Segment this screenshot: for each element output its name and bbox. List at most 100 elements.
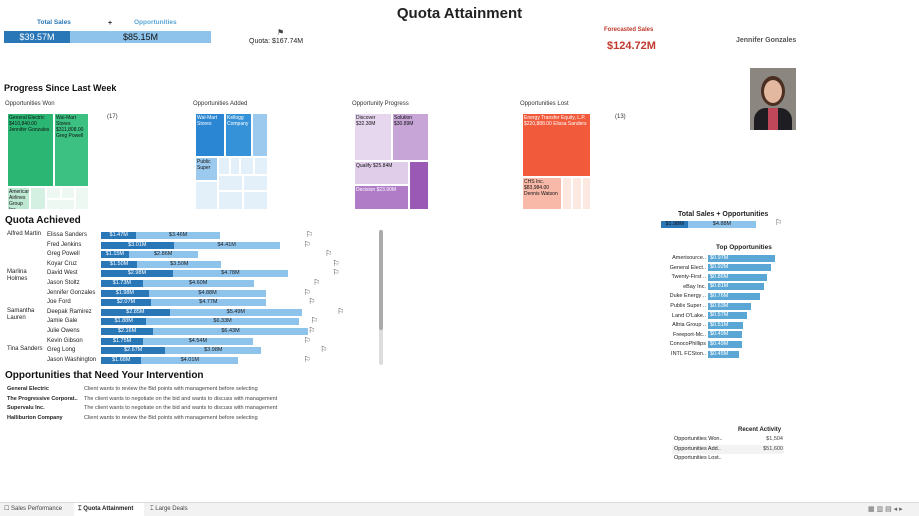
rep-name: Kevin Gibson <box>47 337 83 344</box>
treemap-cell[interactable] <box>218 157 230 175</box>
opportunities-bar[interactable]: $4.54M <box>143 337 253 345</box>
opportunities-bar[interactable]: $4.60M <box>142 280 254 287</box>
opportunities-bar[interactable]: $4.78M <box>172 270 288 278</box>
treemap-cell[interactable] <box>562 177 572 210</box>
sales-bar[interactable]: $2.07M <box>101 299 151 307</box>
opportunity-bar[interactable]: $0.63M <box>708 302 752 310</box>
treemap-cell[interactable]: General Electric $410,840.00 Jennifer Go… <box>7 113 54 187</box>
treemap-cell[interactable] <box>46 187 61 199</box>
total-sales-label: Total Sales <box>37 19 71 26</box>
sales-bar[interactable]: $2.98M <box>101 270 173 278</box>
sales-bar[interactable]: $1.68M <box>101 356 142 364</box>
opportunities-bar[interactable]: $6.43M <box>153 328 308 335</box>
rep-name: Elissa Sanders <box>47 232 88 238</box>
list-item[interactable]: Supervalu Inc. The client wants to negoti… <box>7 404 327 414</box>
treemap-lost[interactable]: Energy Transfer Equity, L.P. $220,888.00… <box>522 113 591 210</box>
treemap-cell[interactable]: Energy Transfer Equity, L.P. $220,888.00… <box>522 113 591 177</box>
opportunity-bar[interactable]: $0.51M <box>708 321 744 329</box>
opportunity-bar[interactable]: $0.45M <box>708 350 740 358</box>
sales-bar[interactable]: $1.73M <box>101 280 143 287</box>
list-item[interactable]: General Electric Client wants to review t… <box>7 385 327 395</box>
opportunities-bar[interactable]: $85.15M <box>70 31 211 43</box>
treemap-cell[interactable] <box>243 175 268 191</box>
sales-bar[interactable]: $2.16M <box>101 328 154 335</box>
treemap-cell[interactable] <box>61 187 75 199</box>
summary-bar[interactable]: $1.98M $4.88M ⚐ <box>661 219 782 229</box>
treemap-cell[interactable] <box>252 113 268 157</box>
treemap-cell[interactable]: American Airlines Group Inc. <box>7 187 30 210</box>
opportunity-bar[interactable]: $0.92M <box>708 264 772 272</box>
table-row: Alfred Martin Elissa Sanders $1.47M $3.46M ⚐ <box>0 231 378 240</box>
total-sales-bar[interactable]: $39.57M <box>4 31 70 43</box>
list-item[interactable]: Halliburton Company Client wants to revie… <box>7 414 327 424</box>
opportunity-bar[interactable]: $0.86M <box>708 273 768 281</box>
activity-label: Opportunities Add.. <box>674 445 721 452</box>
sales-bar[interactable]: $1.98M <box>101 289 149 297</box>
treemap-cell[interactable] <box>240 157 254 175</box>
opportunity-bar[interactable]: $0.76M <box>708 292 761 300</box>
opportunities-bar[interactable]: $6.33M <box>146 318 299 326</box>
opportunities-bar[interactable]: $4.01M <box>141 356 239 364</box>
treemap-cell[interactable]: Wal-Mart Stores <box>195 113 225 157</box>
treemap-cell[interactable] <box>582 177 591 210</box>
treemap-added[interactable]: Wal-Mart Stores Kellogg Company Public Sup… <box>195 113 268 210</box>
opportunity-bar[interactable]: $0.97M <box>708 254 775 262</box>
opportunities-bar[interactable]: $3.98M <box>165 347 262 355</box>
opportunities-bar[interactable]: $4.77M <box>150 299 266 307</box>
won-label: Opportunities Won <box>5 101 55 107</box>
table-row[interactable]: Opportunities Lost.. <box>672 454 784 464</box>
sales-bar[interactable]: $1.50M <box>101 260 138 268</box>
opportunities-bar[interactable]: $2.86M <box>128 251 198 259</box>
opportunities-bar[interactable]: $4.88M <box>688 221 756 228</box>
opportunities-bar[interactable]: $4.88M <box>148 289 267 297</box>
treemap-cell[interactable] <box>218 191 243 210</box>
sales-bar[interactable]: $2.85M <box>101 308 170 316</box>
treemap-cell[interactable] <box>243 191 268 210</box>
opportunities-bar[interactable]: $4.41M <box>173 241 280 249</box>
opportunities-bar[interactable]: $3.50M <box>137 260 222 268</box>
sales-bar[interactable]: $1.15M <box>101 251 129 259</box>
rep-name: Jamie Gale <box>47 318 78 325</box>
treemap-won[interactable]: General Electric $410,840.00 Jennifer Go… <box>7 113 89 210</box>
sales-bar[interactable]: $2.67M <box>101 347 166 355</box>
treemap-cell[interactable] <box>572 177 582 210</box>
treemap-cell[interactable] <box>218 175 243 191</box>
opportunity-bar[interactable]: $0.49M <box>708 331 742 339</box>
treemap-cell[interactable]: Decision $23.90M <box>354 185 409 210</box>
treemap-cell[interactable] <box>195 181 218 210</box>
sales-bar[interactable]: $1.98M <box>661 221 689 228</box>
treemap-cell[interactable] <box>75 187 89 210</box>
treemap-cell[interactable]: Solution $30.89M <box>392 113 429 161</box>
quota-scrollbar[interactable] <box>379 230 383 365</box>
intervention-note: Client wants to review the Bid points wi… <box>84 386 258 392</box>
tab-quota-attainment[interactable]: ⌶ Quota Attainment <box>74 503 144 516</box>
opportunities-bar[interactable]: $5.49M <box>169 308 302 316</box>
treemap-cell[interactable]: Wal-Mart Stores $311,808.00 Greg Powell <box>54 113 89 187</box>
opportunity-value: $0.49M <box>710 331 729 338</box>
opportunities-bar[interactable]: $3.46M <box>136 232 220 239</box>
table-row[interactable]: Opportunities Won.. $1,504 <box>672 435 784 445</box>
treemap-cell[interactable] <box>230 157 240 175</box>
list-item[interactable]: The Progressive Corporat.. The client wan… <box>7 395 327 405</box>
tab-large-deals[interactable]: ⌶ Large Deals <box>150 506 188 512</box>
opportunity-bar[interactable]: $0.57M <box>708 312 748 320</box>
sales-bar[interactable]: $1.88M <box>101 318 147 326</box>
table-row[interactable]: Opportunities Add.. $51,600 <box>672 444 784 455</box>
opportunity-bar[interactable]: $0.81M <box>708 283 764 291</box>
treemap-cell[interactable] <box>409 161 429 210</box>
treemap-cell[interactable]: Public Super <box>195 157 218 181</box>
opportunity-bar[interactable]: $0.49M <box>708 340 742 348</box>
treemap-progress[interactable]: Discover $32.30M Solution $30.89M Qualify … <box>354 113 429 210</box>
treemap-cell[interactable]: Qualify $25.84M <box>354 161 409 185</box>
treemap-cell[interactable] <box>46 199 75 210</box>
sales-bar[interactable]: $3.01M <box>101 241 174 249</box>
sales-bar[interactable]: $1.47M <box>101 232 137 239</box>
treemap-cell[interactable] <box>254 157 268 175</box>
treemap-cell[interactable]: Kellogg Company <box>225 113 252 157</box>
sales-bar[interactable]: $1.75M <box>101 337 144 345</box>
treemap-cell[interactable] <box>30 187 46 210</box>
treemap-cell[interactable]: Discover $32.30M <box>354 113 392 161</box>
tab-sales-performance[interactable]: ☐ Sales Performance <box>4 506 63 512</box>
treemap-cell[interactable]: CHS Inc. $83,984.00 Dennis Watson <box>522 177 562 210</box>
view-controls[interactable]: ▦ ▥ ▤ ◂ ▸ <box>868 506 903 513</box>
